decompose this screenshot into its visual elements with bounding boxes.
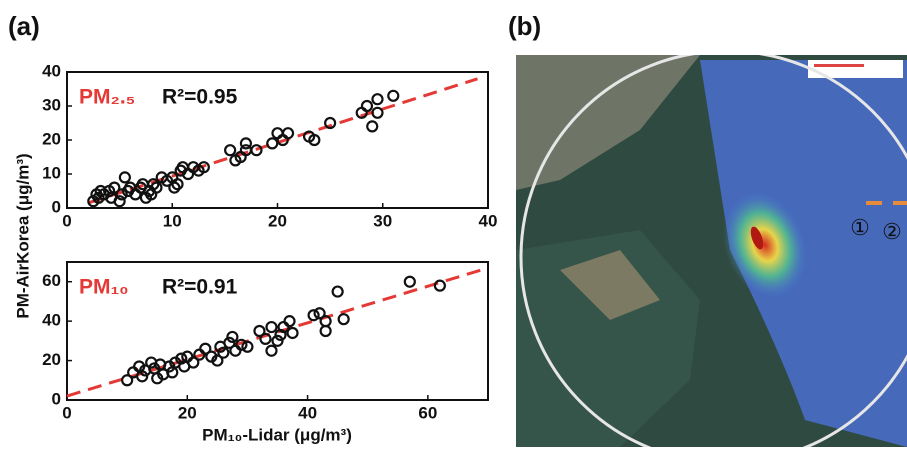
point — [181, 350, 194, 363]
annotation: R²=0.91 — [162, 276, 238, 299]
point — [433, 279, 446, 292]
point — [371, 93, 384, 106]
y-tick-label: 60 — [42, 271, 61, 290]
point — [226, 330, 239, 344]
fit-line — [87, 77, 478, 205]
point — [283, 315, 296, 328]
x-tick-label: 0 — [62, 403, 71, 422]
point — [115, 188, 128, 201]
point — [136, 370, 149, 383]
point — [253, 324, 266, 338]
point — [259, 332, 272, 345]
point — [147, 178, 160, 191]
plot-frame — [66, 261, 489, 401]
y-tick-label: 20 — [42, 129, 61, 148]
annotation: R²=0.95 — [162, 86, 238, 109]
map: ① ② — [516, 55, 907, 447]
y-tick-label: 30 — [42, 95, 61, 114]
point — [337, 313, 350, 326]
point — [118, 171, 131, 184]
x-axis-label: PM₁₀-Lidar (μg/m³) — [202, 425, 352, 444]
point — [217, 346, 230, 359]
panel-label: (a) — [8, 11, 40, 41]
point — [187, 356, 200, 369]
x-tick-label: 30 — [373, 211, 392, 230]
y-axis-label: PM-AirKorea (μg/m³) — [13, 153, 32, 318]
point — [371, 106, 384, 119]
point — [113, 195, 126, 208]
x-tick-label: 40 — [298, 403, 317, 422]
point — [199, 342, 212, 355]
point — [403, 275, 416, 288]
point — [319, 315, 332, 328]
point — [211, 354, 224, 367]
point — [331, 285, 344, 298]
point — [94, 184, 107, 198]
annotation: PM₁₀ — [79, 276, 129, 299]
point — [223, 336, 236, 349]
y-tick-label: 20 — [42, 350, 61, 369]
x-tick-label: 20 — [268, 211, 287, 230]
y-tick-label: 0 — [52, 389, 61, 408]
point — [313, 307, 326, 320]
point — [250, 144, 263, 157]
point — [241, 340, 254, 353]
y-tick-label: 40 — [42, 311, 61, 330]
point — [171, 178, 184, 191]
point — [360, 99, 374, 113]
point — [266, 137, 279, 150]
x-tick-label: 10 — [163, 211, 182, 230]
x-tick-label: 40 — [479, 211, 498, 230]
y-tick-label: 40 — [42, 61, 61, 80]
x-tick-label: 20 — [178, 403, 197, 422]
point — [265, 344, 278, 357]
point — [271, 127, 284, 140]
x-tick-label: 0 — [62, 211, 71, 230]
annotation: PM₂.₅ — [79, 86, 135, 109]
point — [239, 137, 253, 150]
point — [308, 133, 321, 147]
x-tick-label: 60 — [418, 403, 437, 422]
point — [121, 374, 134, 387]
point — [168, 181, 181, 194]
point — [387, 89, 400, 102]
point — [229, 344, 242, 357]
panel-label: (b) — [508, 11, 541, 41]
point — [281, 127, 295, 140]
point — [271, 334, 284, 347]
map-marker: ① — [850, 215, 870, 240]
point — [150, 181, 163, 194]
point — [307, 309, 320, 322]
point — [319, 324, 332, 338]
point — [224, 144, 237, 157]
point — [235, 338, 248, 351]
map-marker: ② — [882, 219, 902, 244]
point — [108, 181, 121, 194]
y-tick-label: 0 — [52, 197, 61, 216]
point — [286, 326, 299, 340]
y-tick-label: 10 — [42, 163, 61, 182]
point — [366, 120, 379, 133]
point — [197, 161, 210, 174]
point — [265, 320, 278, 334]
point — [324, 116, 337, 130]
